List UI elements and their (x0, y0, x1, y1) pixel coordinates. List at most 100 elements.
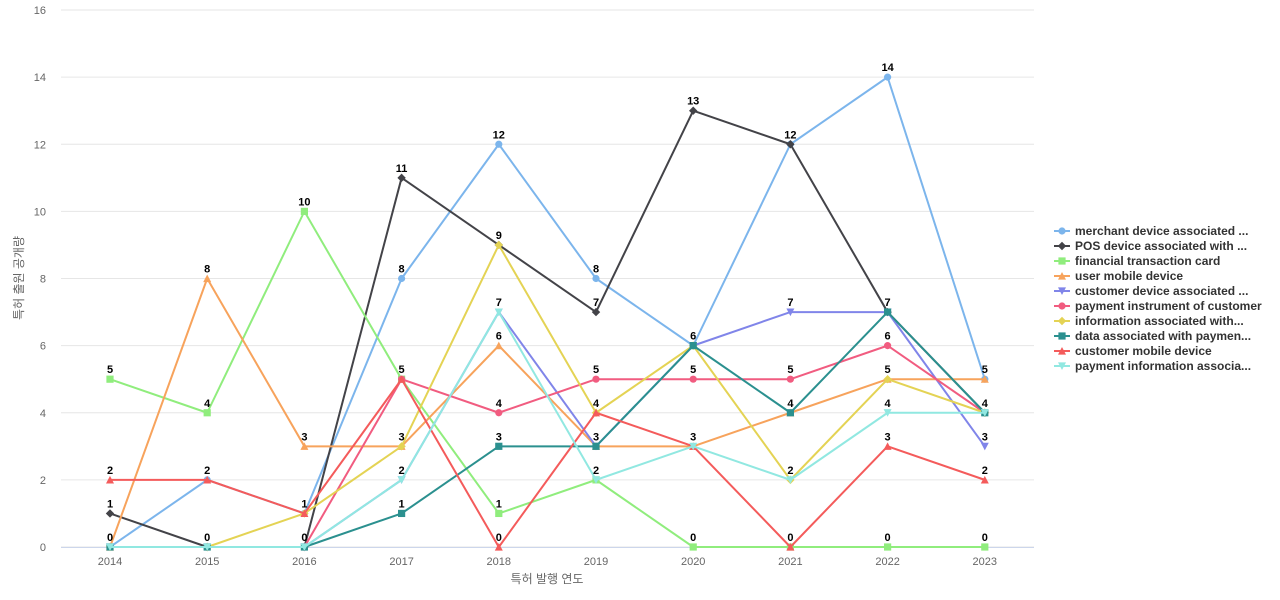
legend-item[interactable]: POS device associated with ... (1054, 239, 1247, 253)
data-label: 0 (301, 532, 307, 544)
data-point (203, 274, 212, 283)
data-point (495, 509, 503, 518)
data-label: 2 (593, 465, 599, 477)
legend-marker (1058, 347, 1066, 355)
data-label: 0 (787, 532, 793, 544)
series-9 (106, 375, 989, 551)
legend-label: payment information associa... (1075, 359, 1251, 373)
data-label: 0 (885, 532, 891, 544)
data-point (397, 173, 406, 183)
legend-item[interactable]: payment information associa... (1054, 359, 1251, 373)
data-label: 3 (690, 431, 696, 443)
data-label: 4 (496, 398, 503, 410)
data-point (300, 207, 308, 215)
data-label: 0 (690, 532, 696, 544)
y-tick-label: 6 (40, 341, 46, 353)
data-point (495, 409, 503, 417)
legend-marker (1058, 332, 1066, 340)
data-point (398, 509, 406, 518)
legend-label: financial transaction card (1075, 254, 1220, 268)
data-point (883, 374, 892, 384)
data-label: 2 (107, 465, 113, 477)
legend-label: customer device associated ... (1075, 284, 1248, 298)
data-point (397, 476, 406, 484)
data-label: 14 (881, 62, 894, 74)
y-tick-label: 10 (34, 206, 46, 218)
data-point (300, 509, 309, 518)
data-label: 7 (496, 297, 502, 309)
data-label: 4 (787, 398, 794, 410)
data-label: 5 (885, 364, 891, 376)
data-point (203, 543, 212, 551)
data-label: 4 (204, 398, 211, 410)
legend-item[interactable]: merchant device associated ... (1054, 224, 1248, 238)
legend-label: payment instrument of customer (1075, 299, 1262, 313)
x-tick-label: 2014 (98, 556, 122, 568)
data-point (494, 543, 503, 551)
legend-item[interactable]: data associated with paymen... (1054, 329, 1251, 343)
data-label: 1 (496, 498, 502, 510)
x-tick-label: 2017 (389, 556, 413, 568)
x-tick-label: 2015 (195, 556, 219, 568)
data-point (494, 240, 503, 250)
data-label: 11 (396, 163, 408, 175)
series-8 (106, 308, 989, 551)
data-label: 12 (784, 129, 796, 141)
data-point (980, 375, 989, 383)
y-tick-label: 2 (40, 475, 46, 487)
data-point (689, 375, 697, 383)
data-labels: 5210842010310118532112976431087543213653… (107, 62, 989, 544)
data-point (106, 475, 114, 484)
data-label: 2 (787, 465, 793, 477)
legend: merchant device associated ...POS device… (1054, 224, 1262, 373)
legend-marker (1058, 362, 1066, 370)
data-label: 7 (885, 297, 891, 309)
data-label: 3 (496, 431, 502, 443)
legend-item[interactable]: financial transaction card (1054, 254, 1220, 268)
data-point (494, 341, 503, 350)
data-label: 7 (593, 297, 599, 309)
data-label: 6 (690, 331, 696, 343)
legend-marker (1058, 257, 1066, 265)
legend-marker (1057, 316, 1067, 326)
y-tick-label: 0 (40, 542, 46, 554)
data-point (495, 442, 503, 450)
data-point (980, 475, 989, 484)
x-tick-label: 2018 (487, 556, 511, 568)
series-10 (106, 308, 989, 551)
data-label: 2 (399, 465, 405, 477)
data-point (884, 73, 892, 81)
legend-label: data associated with paymen... (1075, 329, 1251, 343)
data-point (592, 442, 600, 450)
data-label: 4 (982, 398, 989, 410)
data-label: 1 (301, 498, 307, 510)
data-label: 0 (107, 532, 113, 544)
legend-item[interactable]: payment instrument of customer (1054, 299, 1262, 313)
legend-label: POS device associated with ... (1075, 239, 1247, 253)
x-axis-title: 특허 발행 연도 (511, 571, 584, 586)
data-label: 6 (496, 331, 502, 343)
data-point (689, 106, 698, 115)
data-label: 3 (885, 431, 891, 443)
y-tick-label: 4 (40, 408, 46, 420)
data-point (883, 409, 892, 417)
legend-item[interactable]: user mobile device (1054, 269, 1183, 283)
data-point (689, 342, 697, 350)
data-point (592, 274, 600, 283)
legend-label: customer mobile device (1075, 344, 1212, 358)
data-point (495, 140, 503, 148)
legend-item[interactable]: customer mobile device (1054, 344, 1212, 358)
data-label: 5 (787, 364, 793, 376)
data-point (786, 140, 795, 149)
legend-item[interactable]: customer device associated ... (1054, 284, 1248, 298)
y-tick-label: 8 (40, 274, 46, 286)
data-label: 3 (593, 431, 599, 443)
data-label: 3 (301, 431, 307, 443)
legend-label: user mobile device (1075, 269, 1183, 283)
data-label: 1 (107, 498, 113, 510)
data-label: 5 (593, 364, 599, 376)
data-label: 7 (787, 297, 793, 309)
x-tick-label: 2016 (292, 556, 316, 568)
data-point (689, 442, 698, 451)
legend-item[interactable]: information associated with... (1054, 314, 1244, 328)
